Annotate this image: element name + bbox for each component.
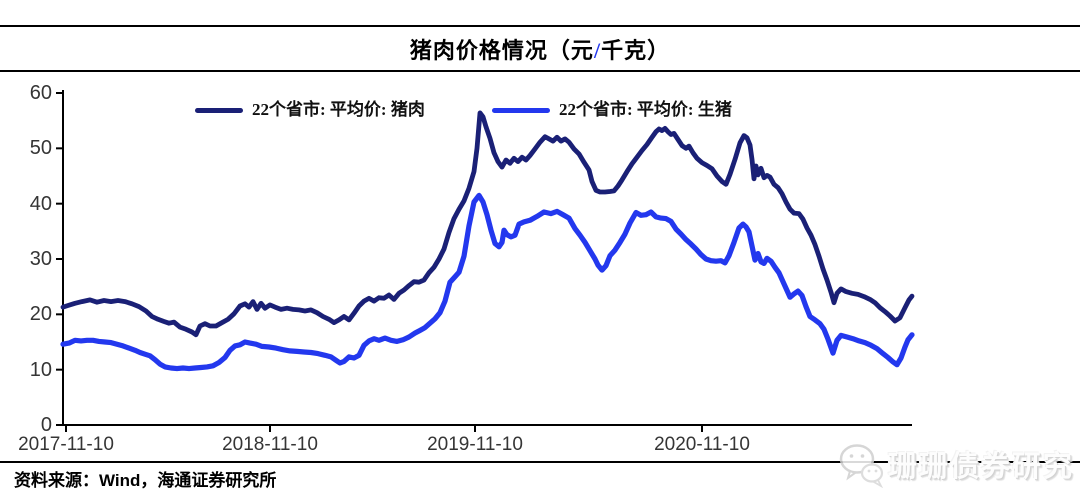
page-title: 猪肉价格情况（元/千克） (0, 33, 1080, 65)
title-prefix: 猪肉价格情况（元 (409, 38, 594, 63)
source-rest: ，海通证券研究所 (140, 471, 277, 490)
legend-label-hog: 22个省市: 平均价: 生猪 (559, 100, 732, 119)
divider-top (0, 25, 1080, 27)
source-note: 资料来源：Wind，海通证券研究所 (14, 466, 276, 491)
y-tick-label: 40 (29, 192, 52, 215)
legend-item-hog: 22个省市: 平均价: 生猪 (492, 100, 732, 120)
series-line-hog (60, 192, 915, 372)
watermark-text: 珊珊债券研究 (887, 451, 1074, 483)
title-suffix: 千克） (601, 38, 671, 63)
legend-line-swatch-pork (195, 107, 243, 113)
y-tick-label: 60 (29, 82, 52, 104)
legend-line-swatch-hog (492, 107, 550, 113)
divider-under-title (0, 70, 1080, 72)
x-tick-label: 2017-11-10 (18, 434, 114, 455)
series-line-pork (60, 110, 915, 338)
y-tick-label: 30 (29, 248, 52, 270)
legend-label-pork: 22个省市: 平均价: 猪肉 (252, 100, 425, 119)
x-tick-label: 2020-11-10 (654, 434, 750, 455)
x-tick-label: 2019-11-10 (427, 434, 523, 455)
y-tick-label: 10 (29, 358, 52, 381)
y-tick-label: 0 (40, 414, 52, 436)
x-tick-label: 2018-11-10 (222, 434, 318, 455)
watermark: 珊珊债券研究 (838, 440, 1074, 488)
source-wind: Wind (99, 471, 141, 490)
y-tick-label: 20 (29, 303, 52, 326)
source-label: 资料来源： (14, 471, 99, 490)
wechat-icon (839, 444, 884, 488)
divider-bottom (0, 461, 1080, 463)
y-tick-label: 50 (29, 137, 52, 160)
legend-item-pork: 22个省市: 平均价: 猪肉 (195, 100, 425, 120)
title-slash: / (593, 38, 602, 63)
